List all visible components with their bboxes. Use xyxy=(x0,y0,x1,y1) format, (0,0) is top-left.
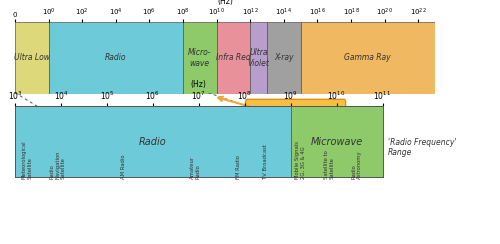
Text: Microwave: Microwave xyxy=(310,137,362,146)
Text: Ultra Low: Ultra Low xyxy=(14,53,50,62)
Bar xyxy=(15,22,48,94)
Text: X-ray: X-ray xyxy=(274,53,293,62)
Text: AM Radio: AM Radio xyxy=(120,155,126,179)
Bar xyxy=(216,22,250,94)
Text: 'Radio Frequency'
Range: 'Radio Frequency' Range xyxy=(388,138,456,157)
Text: Radio
Astronomy: Radio Astronomy xyxy=(352,151,362,179)
Text: Radio
Navigation
Satellite: Radio Navigation Satellite xyxy=(50,151,66,179)
Bar xyxy=(290,106,382,177)
Text: Gamma Ray: Gamma Ray xyxy=(344,53,391,62)
Bar xyxy=(15,106,290,177)
Text: TV Broadcast: TV Broadcast xyxy=(263,144,268,179)
X-axis label: (Hz): (Hz) xyxy=(217,0,233,6)
Bar xyxy=(250,22,267,94)
Text: Mobile Signals
2G, 3G & 4G: Mobile Signals 2G, 3G & 4G xyxy=(295,142,306,179)
Bar xyxy=(48,22,183,94)
Text: Radio: Radio xyxy=(139,137,166,146)
Text: Satellite to
Satellite: Satellite to Satellite xyxy=(324,151,334,179)
Text: FM Radio: FM Radio xyxy=(236,156,240,179)
FancyBboxPatch shape xyxy=(246,99,346,125)
Text: Infra Red: Infra Red xyxy=(216,53,251,62)
Text: Meteorological
Satellite: Meteorological Satellite xyxy=(22,141,32,179)
Bar xyxy=(300,22,435,94)
Text: Ultra
Violet: Ultra Violet xyxy=(248,48,270,68)
Bar xyxy=(267,22,300,94)
Bar xyxy=(183,22,216,94)
Text: Amateur
Radio: Amateur Radio xyxy=(190,156,200,179)
Text: Visible Light: Visible Light xyxy=(269,108,322,117)
Text: Radio: Radio xyxy=(105,53,126,62)
X-axis label: (Hz): (Hz) xyxy=(191,80,206,89)
Text: Micro-
wave: Micro- wave xyxy=(188,48,212,68)
